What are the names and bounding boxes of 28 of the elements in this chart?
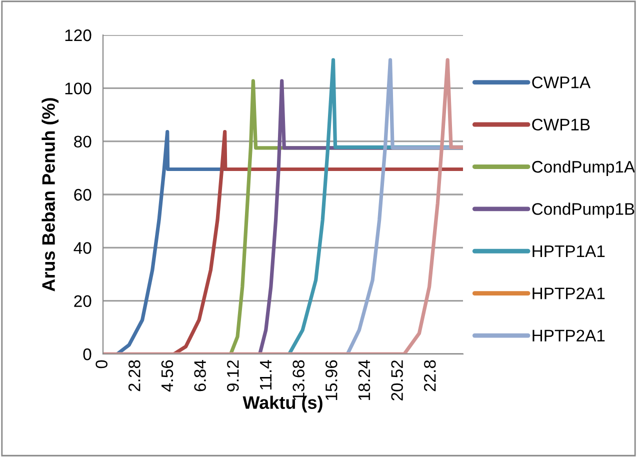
- line-series: [346, 58, 463, 354]
- x-tick-label: 4.56: [161, 360, 174, 392]
- legend-label: CWP1A: [532, 76, 591, 88]
- x-tick-label: 6.84: [194, 360, 206, 392]
- x-tick-label: 0: [96, 360, 108, 368]
- x-tick-label: 20.52: [391, 360, 403, 400]
- y-tick-label: 20: [74, 295, 92, 308]
- x-tick-label: 18.24: [358, 360, 370, 400]
- legend-label: HPTP2A1: [532, 330, 605, 342]
- y-tick-label: 60: [74, 188, 92, 201]
- x-tick-label: 15.96: [325, 360, 338, 400]
- y-tick-label: 40: [74, 242, 92, 254]
- legend-label: CWP1B: [532, 118, 590, 131]
- line-series: [172, 130, 463, 354]
- legend-label: HPTP1A1: [532, 245, 605, 257]
- x-tick-label: 11.4: [260, 360, 272, 390]
- legend-label: CondPump1A: [532, 160, 636, 176]
- y-tick-label: 0: [83, 348, 92, 360]
- legend-label: HPTP2A1: [532, 288, 605, 300]
- y-tick-label: 100: [65, 82, 92, 94]
- x-tick-label: 2.28: [128, 360, 140, 392]
- legend-label: CondPump1B: [532, 202, 634, 218]
- x-tick-label: 22.8: [424, 360, 436, 392]
- y-tick-label: 120: [65, 29, 92, 42]
- y-axis-title: Arus Beban Penuh (%): [42, 98, 59, 292]
- x-tick-label: 9.12: [227, 360, 239, 392]
- y-tick-label: 80: [74, 136, 92, 148]
- x-tick-label: 13.68: [292, 360, 304, 400]
